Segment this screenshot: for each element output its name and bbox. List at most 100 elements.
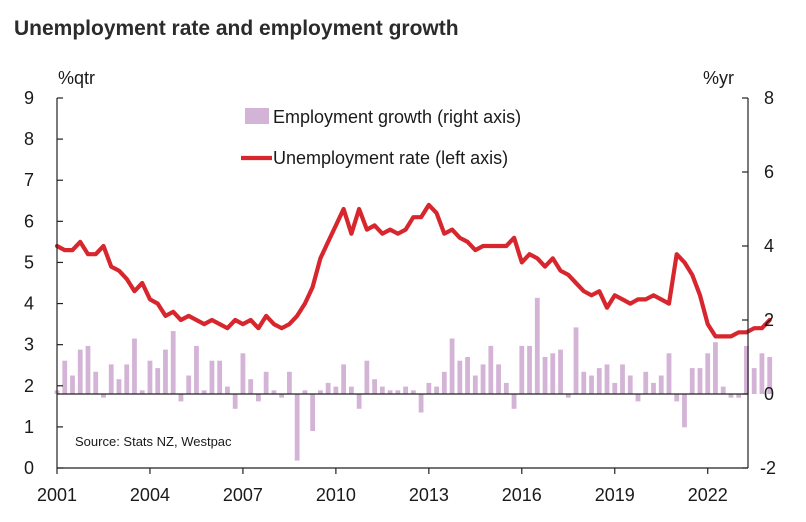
employment-growth-bar (666, 353, 672, 394)
employment-growth-bar (565, 394, 571, 398)
employment-growth-bar (496, 364, 501, 394)
employment-growth-bar (178, 394, 184, 402)
employment-growth-bar (751, 368, 757, 394)
employment-growth-bar (558, 349, 563, 394)
employment-growth-bar (132, 338, 137, 394)
left-tick-label: 9 (24, 88, 34, 108)
x-tick-label: 2022 (688, 485, 728, 505)
employment-growth-bar (542, 357, 548, 394)
x-tick-label: 2016 (502, 485, 542, 505)
right-tick-label: 2 (764, 310, 774, 330)
employment-growth-bar (581, 371, 587, 394)
right-axis-ticks: -2 0 2 4 6 8 (742, 88, 776, 478)
x-tick-label: 2019 (595, 485, 635, 505)
employment-growth-bar (534, 297, 540, 394)
employment-growth-bar (488, 345, 494, 394)
employment-growth-bar (225, 386, 230, 394)
left-tick-label: 5 (24, 252, 34, 272)
left-tick-label: 1 (24, 417, 34, 437)
employment-growth-bar (511, 394, 517, 409)
employment-growth-bar (434, 386, 439, 394)
employment-growth-bar (635, 394, 641, 402)
employment-growth-bar (163, 349, 168, 394)
employment-growth-bar (403, 386, 409, 394)
employment-growth-bar (573, 327, 579, 394)
employment-growth-bar (271, 390, 277, 394)
employment-growth-bar (77, 349, 83, 394)
employment-growth-bar (62, 360, 68, 394)
legend: Employment growth (right axis) Unemploym… (241, 107, 521, 168)
employment-growth-bar (736, 394, 742, 398)
employment-growth-bar (705, 353, 711, 394)
employment-growth-bar (232, 394, 238, 409)
left-axis-unit: %qtr (58, 68, 95, 88)
employment-growth-bar (333, 386, 339, 394)
right-tick-label: -2 (760, 458, 776, 478)
x-tick-label: 2010 (316, 485, 356, 505)
employment-growth-bar (604, 364, 610, 394)
x-tick-label: 2004 (130, 485, 170, 505)
employment-growth-bar (279, 394, 285, 398)
employment-growth-bar (217, 360, 223, 394)
employment-growth-bar (527, 345, 532, 394)
employment-growth-bar (139, 390, 145, 394)
employment-growth-bars (54, 297, 773, 461)
employment-growth-bar (674, 394, 680, 402)
right-axis-unit: %yr (703, 68, 734, 88)
left-tick-label: 3 (24, 335, 34, 355)
employment-growth-bar (713, 342, 718, 394)
employment-growth-bar (356, 394, 362, 409)
employment-growth-bar (194, 345, 199, 394)
employment-growth-bar (240, 353, 246, 394)
employment-growth-bar (155, 368, 161, 394)
employment-growth-bar (651, 382, 656, 394)
source-note: Source: Stats NZ, Westpac (75, 434, 232, 449)
employment-growth-bar (248, 379, 254, 394)
left-tick-label: 0 (24, 458, 34, 478)
employment-growth-bar (70, 375, 75, 394)
employment-growth-bar (457, 360, 463, 394)
employment-growth-bar (550, 353, 556, 394)
employment-growth-bar (519, 345, 525, 394)
employment-growth-bar (302, 390, 308, 394)
employment-growth-bar (348, 386, 354, 394)
employment-growth-bar (387, 390, 393, 394)
employment-growth-bar (658, 375, 664, 394)
employment-growth-bar (503, 382, 509, 394)
employment-growth-bar (697, 368, 703, 394)
employment-growth-bar (209, 360, 215, 394)
employment-growth-bar (627, 375, 633, 394)
employment-growth-bar (480, 364, 486, 394)
employment-growth-bar (186, 375, 192, 394)
legend-line-label: Unemployment rate (left axis) (273, 148, 508, 168)
employment-growth-bar (379, 386, 385, 394)
x-axis-ticks: 2001 2004 2007 2010 2013 2016 2019 2022 (37, 468, 728, 505)
axes (56, 98, 749, 469)
employment-growth-bar (85, 345, 91, 394)
employment-growth-bar (682, 394, 687, 428)
employment-growth-bar (465, 357, 470, 394)
employment-growth-bar (101, 394, 106, 398)
employment-growth-bar (596, 368, 602, 394)
employment-growth-bar (317, 390, 323, 394)
employment-growth-bar (201, 390, 207, 394)
employment-growth-bar (170, 331, 176, 394)
employment-growth-bar (767, 357, 773, 394)
x-tick-label: 2007 (223, 485, 263, 505)
employment-growth-bar (116, 379, 122, 394)
employment-growth-bar (372, 379, 378, 394)
employment-growth-bar (620, 364, 625, 394)
employment-growth-bar (589, 375, 594, 394)
left-tick-label: 4 (24, 294, 34, 314)
right-tick-label: 0 (764, 384, 774, 404)
employment-growth-bar (689, 368, 695, 394)
left-tick-label: 6 (24, 211, 34, 231)
employment-growth-bar (341, 364, 347, 394)
employment-growth-bar (643, 371, 649, 394)
employment-growth-bar (759, 353, 765, 394)
employment-growth-bar (263, 371, 269, 394)
employment-growth-bar (410, 390, 416, 394)
legend-bars-swatch (245, 108, 269, 124)
left-tick-label: 8 (24, 129, 34, 149)
